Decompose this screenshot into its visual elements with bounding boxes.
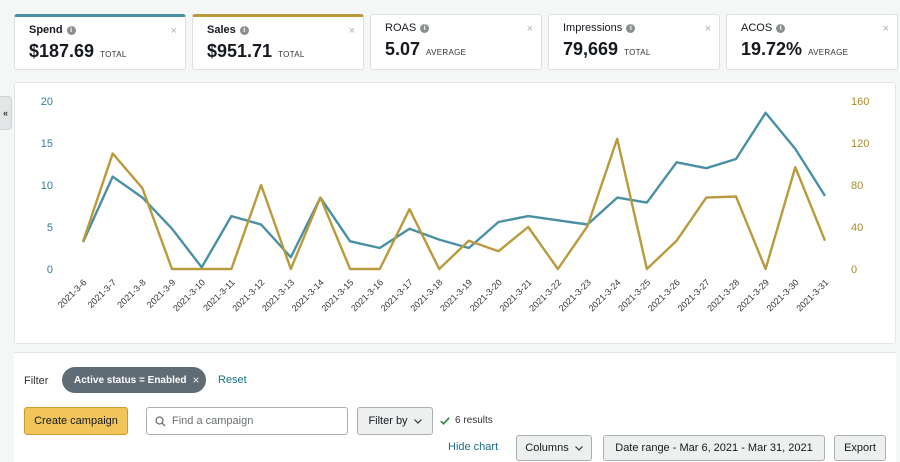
x-tick-label: 2021-3-31 xyxy=(794,277,830,313)
filter-chip-label: Active status = Enabled xyxy=(74,374,187,386)
metric-unit: TOTAL xyxy=(624,48,651,57)
export-button[interactable]: Export xyxy=(834,435,886,461)
metric-value: 5.07 xyxy=(385,39,421,59)
chevron-down-icon xyxy=(413,418,422,424)
y-right-tick-label: 80 xyxy=(851,180,863,192)
x-tick-label: 2021-3-7 xyxy=(86,277,119,310)
performance-chart: 20 15 10 5 0 160 120 80 40 0 2021-3-6 2021-3-7 2021-… xyxy=(14,82,896,344)
spend-series-line xyxy=(81,111,827,269)
x-tick-label: 2021-3-6 xyxy=(56,277,89,310)
date-range-picker[interactable]: Date range - Mar 6, 2021 - Mar 31, 2021 xyxy=(603,435,825,461)
metric-card-acos[interactable]: ACOS i × 19.72% AVERAGE xyxy=(726,14,898,70)
y-right-tick-label: 160 xyxy=(851,96,869,108)
metric-unit: TOTAL xyxy=(278,50,305,59)
info-icon[interactable]: i xyxy=(420,23,430,33)
close-icon[interactable]: × xyxy=(882,23,889,35)
metric-card-roas[interactable]: ROAS i × 5.07 AVERAGE xyxy=(370,14,542,70)
metric-value: $951.71 xyxy=(207,41,273,61)
metric-value-row: 19.72% AVERAGE xyxy=(741,39,887,60)
filter-by-dropdown[interactable]: Filter by xyxy=(357,407,433,435)
y-left-tick-label: 5 xyxy=(47,222,53,234)
x-tick-label: 2021-3-10 xyxy=(171,277,207,313)
y-left-tick-label: 20 xyxy=(41,96,53,108)
metric-card-sales[interactable]: Sales i × $951.71 TOTAL xyxy=(192,14,364,70)
chart-canvas: 20151050160120804002021-3-62021-3-72021-… xyxy=(41,96,870,313)
metric-value: 19.72% xyxy=(741,39,803,59)
search-input[interactable] xyxy=(172,415,332,427)
metric-unit: AVERAGE xyxy=(426,48,467,57)
filter-by-label: Filter by xyxy=(368,415,408,427)
metric-title-label: Spend xyxy=(29,24,63,36)
metric-value: 79,669 xyxy=(563,39,619,59)
results-label: 6 results xyxy=(455,415,493,426)
y-left-tick-label: 0 xyxy=(47,264,53,276)
campaign-toolbar: Filter Active status = Enabled × Reset C… xyxy=(14,352,896,462)
create-campaign-button[interactable]: Create campaign xyxy=(24,407,128,435)
collapse-sidebar-button[interactable]: « xyxy=(0,96,12,130)
hide-chart-link[interactable]: Hide chart xyxy=(448,441,499,453)
y-right-tick-label: 40 xyxy=(851,222,863,234)
metric-value-row: 5.07 AVERAGE xyxy=(385,39,531,60)
metric-title: ROAS i xyxy=(385,22,531,34)
info-icon[interactable]: i xyxy=(66,25,76,35)
reset-filters-link[interactable]: Reset xyxy=(218,374,247,386)
filter-label: Filter xyxy=(24,375,49,387)
close-icon[interactable]: × xyxy=(348,25,355,37)
results-count: 6 results xyxy=(440,415,493,426)
close-icon[interactable]: × xyxy=(170,25,177,37)
chevron-down-icon xyxy=(574,445,583,451)
check-icon xyxy=(440,416,450,425)
metric-value-row: 79,669 TOTAL xyxy=(563,39,709,60)
metric-unit: TOTAL xyxy=(100,50,127,59)
x-tick-label: 2021-3-8 xyxy=(115,277,148,310)
metric-unit: AVERAGE xyxy=(808,48,849,57)
metric-value: $187.69 xyxy=(29,41,95,61)
search-icon xyxy=(155,415,166,426)
metric-title-label: Impressions xyxy=(563,22,623,34)
metric-card-spend[interactable]: Spend i × $187.69 TOTAL xyxy=(14,14,186,70)
metric-title-label: Sales xyxy=(207,24,236,36)
metric-value-row: $951.71 TOTAL xyxy=(207,41,353,62)
sales-series-line xyxy=(81,137,827,271)
columns-dropdown[interactable]: Columns xyxy=(516,435,592,461)
metric-title-label: ACOS xyxy=(741,22,773,34)
y-left-tick-label: 15 xyxy=(41,138,53,150)
campaign-search xyxy=(146,407,348,435)
metric-title: Spend i xyxy=(29,24,175,36)
remove-filter-icon[interactable]: × xyxy=(192,373,200,387)
y-left-tick-label: 10 xyxy=(41,180,53,192)
metric-title: Impressions i xyxy=(563,22,709,34)
metric-title: ACOS i xyxy=(741,22,887,34)
metric-title-label: ROAS xyxy=(385,22,417,34)
columns-label: Columns xyxy=(525,442,569,454)
close-icon[interactable]: × xyxy=(704,23,711,35)
metric-card-impressions[interactable]: Impressions i × 79,669 TOTAL xyxy=(548,14,720,70)
metric-value-row: $187.69 TOTAL xyxy=(29,41,175,62)
y-right-tick-label: 0 xyxy=(851,264,857,276)
metric-cards: Spend i × $187.69 TOTAL Sales i × $951.71 TO… xyxy=(14,14,898,70)
close-icon[interactable]: × xyxy=(526,23,533,35)
info-icon[interactable]: i xyxy=(776,23,786,33)
active-status-filter-chip[interactable]: Active status = Enabled × xyxy=(62,367,206,393)
y-right-tick-label: 120 xyxy=(851,138,869,150)
info-icon[interactable]: i xyxy=(239,25,249,35)
metric-title: Sales i xyxy=(207,24,353,36)
info-icon[interactable]: i xyxy=(626,23,636,33)
